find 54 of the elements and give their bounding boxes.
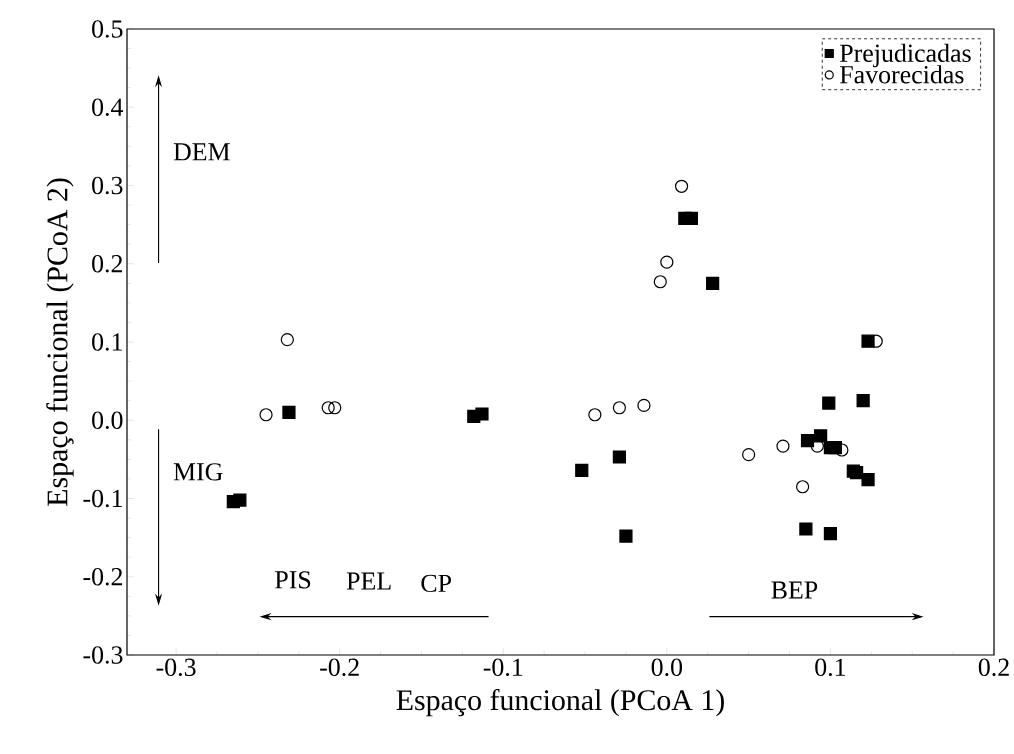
annotation: DEM	[173, 143, 230, 161]
point	[660, 255, 674, 269]
x-tick-label: -0.2	[320, 658, 359, 677]
point	[653, 275, 667, 289]
annotation: CP	[421, 574, 451, 593]
point	[575, 463, 589, 477]
point	[835, 443, 849, 457]
point	[861, 473, 875, 487]
point	[259, 408, 273, 422]
point	[810, 439, 824, 453]
point	[612, 450, 626, 464]
y-tick-label: 0.1	[92, 333, 122, 351]
point	[674, 179, 689, 193]
point	[823, 527, 838, 541]
x-tick-label: -0.3	[156, 658, 196, 677]
point	[684, 211, 698, 225]
x-tick-label: 0.0	[651, 658, 683, 677]
point	[856, 394, 870, 408]
y-tick-label: -0.2	[83, 567, 123, 586]
point	[799, 522, 813, 536]
x-tick-label: 0.1	[815, 658, 846, 677]
point	[233, 493, 247, 507]
point	[742, 448, 756, 462]
point	[321, 401, 335, 415]
y-axis-title: Espaço funcional (PCoA 2)	[46, 178, 74, 506]
point	[588, 408, 602, 422]
point	[328, 401, 342, 415]
point	[612, 401, 626, 415]
annotation: BEP	[771, 581, 818, 599]
point	[850, 466, 864, 480]
point	[814, 429, 828, 443]
point	[282, 405, 296, 420]
y-tick-label: 0.4	[92, 98, 124, 117]
y-tick-label: 0.2	[92, 254, 123, 273]
point	[619, 529, 633, 543]
y-tick-label: -0.3	[83, 646, 123, 664]
point	[800, 433, 815, 448]
point	[822, 396, 836, 410]
point	[280, 333, 294, 347]
annotation: PIS	[275, 571, 311, 589]
point	[796, 480, 810, 494]
x-tick-label: 0.2	[978, 658, 1009, 677]
y-tick-label: 0.5	[92, 20, 123, 38]
x-axis-title: Espaço funcional (PCoA 1)	[396, 688, 724, 717]
annotation: PEL	[346, 572, 391, 590]
annotation: MIG	[173, 463, 223, 481]
y-tick-label: -0.1	[83, 489, 122, 508]
point	[776, 439, 790, 453]
y-tick-label: 0.3	[92, 176, 123, 195]
point	[637, 398, 651, 412]
x-tick-label: -0.1	[483, 658, 523, 677]
point	[475, 407, 489, 421]
point	[706, 276, 720, 290]
y-tick-label: 0.0	[92, 411, 123, 430]
